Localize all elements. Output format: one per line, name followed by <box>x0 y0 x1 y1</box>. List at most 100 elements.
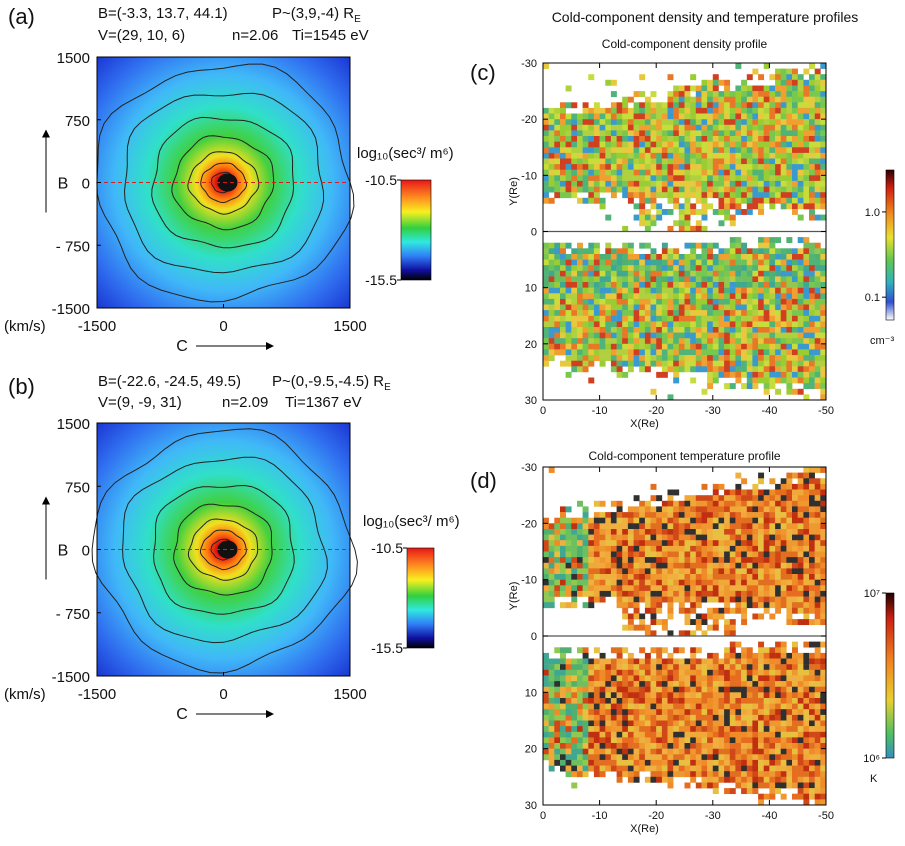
pixel <box>583 344 589 350</box>
pixel <box>786 372 792 378</box>
pixel <box>588 580 594 586</box>
pixel <box>594 760 600 766</box>
pixel <box>560 170 566 176</box>
pixel <box>758 670 764 676</box>
pixel <box>764 108 770 114</box>
pixel <box>798 771 804 777</box>
pixel <box>769 372 775 378</box>
pixel <box>775 546 781 552</box>
pixel <box>639 563 645 569</box>
pixel <box>622 175 628 181</box>
pixel <box>617 293 623 299</box>
pixel <box>617 692 623 698</box>
pixel <box>668 737 674 743</box>
x-arrow-head <box>266 710 274 718</box>
pixel <box>815 119 821 125</box>
pixel <box>566 647 572 653</box>
pixel <box>668 518 674 524</box>
pixel <box>588 130 594 136</box>
pixel <box>566 282 572 288</box>
pixel <box>588 574 594 580</box>
pixel <box>747 147 753 153</box>
pixel <box>713 664 719 670</box>
pixel <box>803 366 809 372</box>
pixel <box>651 310 657 316</box>
pixel <box>605 260 611 266</box>
pixel <box>549 467 555 473</box>
pixel <box>588 114 594 120</box>
pixel <box>798 355 804 361</box>
pixel <box>775 777 781 783</box>
pixel <box>803 591 809 597</box>
pixel <box>543 265 549 271</box>
pixel <box>560 265 566 271</box>
pixel <box>758 175 764 181</box>
pixel <box>707 164 713 170</box>
pixel <box>594 766 600 772</box>
pixel <box>668 546 674 552</box>
pixel <box>679 164 685 170</box>
pixel <box>769 192 775 198</box>
pixel <box>656 743 662 749</box>
pixel <box>560 181 566 187</box>
pixel <box>583 771 589 777</box>
pixel <box>803 237 809 243</box>
pixel <box>764 355 770 361</box>
pixel <box>707 153 713 159</box>
pixel <box>622 670 628 676</box>
pixel <box>634 114 640 120</box>
pixel <box>588 743 594 749</box>
pixel <box>786 478 792 484</box>
pixel <box>690 681 696 687</box>
pixel <box>696 591 702 597</box>
pixel <box>571 338 577 344</box>
pixel <box>713 709 719 715</box>
pixel <box>719 175 725 181</box>
pixel <box>815 783 821 789</box>
pixel <box>803 675 809 681</box>
pixel <box>628 181 634 187</box>
pixel <box>758 114 764 120</box>
pixel <box>685 97 691 103</box>
pixel <box>588 187 594 193</box>
pixel <box>645 692 651 698</box>
pixel <box>600 540 606 546</box>
pixel <box>747 557 753 563</box>
pixel <box>690 760 696 766</box>
pixel <box>577 692 583 698</box>
pixel <box>786 709 792 715</box>
pixel <box>713 114 719 120</box>
pixel <box>617 344 623 350</box>
pixel <box>741 721 747 727</box>
pixel <box>815 749 821 755</box>
pixel <box>656 653 662 659</box>
pixel <box>656 125 662 131</box>
pixel <box>758 310 764 316</box>
pixel <box>628 726 634 732</box>
pixel <box>803 501 809 507</box>
pixel <box>815 495 821 501</box>
pixel <box>820 484 826 490</box>
pixel <box>764 63 770 69</box>
pixel <box>588 766 594 772</box>
pixel <box>639 732 645 738</box>
pixel <box>549 265 555 271</box>
pixel <box>662 159 668 165</box>
pixel <box>673 760 679 766</box>
pixel <box>741 344 747 350</box>
pixel <box>696 338 702 344</box>
pixel <box>747 271 753 277</box>
pixel <box>673 97 679 103</box>
pixel <box>628 518 634 524</box>
pixel <box>820 597 826 603</box>
pixel <box>752 153 758 159</box>
pixel <box>600 254 606 260</box>
pixel <box>651 580 657 586</box>
pixel <box>690 102 696 108</box>
pixel <box>566 766 572 772</box>
pixel <box>803 715 809 721</box>
pixel <box>639 585 645 591</box>
pixel <box>571 125 577 131</box>
pixel <box>554 108 560 114</box>
pixel <box>588 546 594 552</box>
